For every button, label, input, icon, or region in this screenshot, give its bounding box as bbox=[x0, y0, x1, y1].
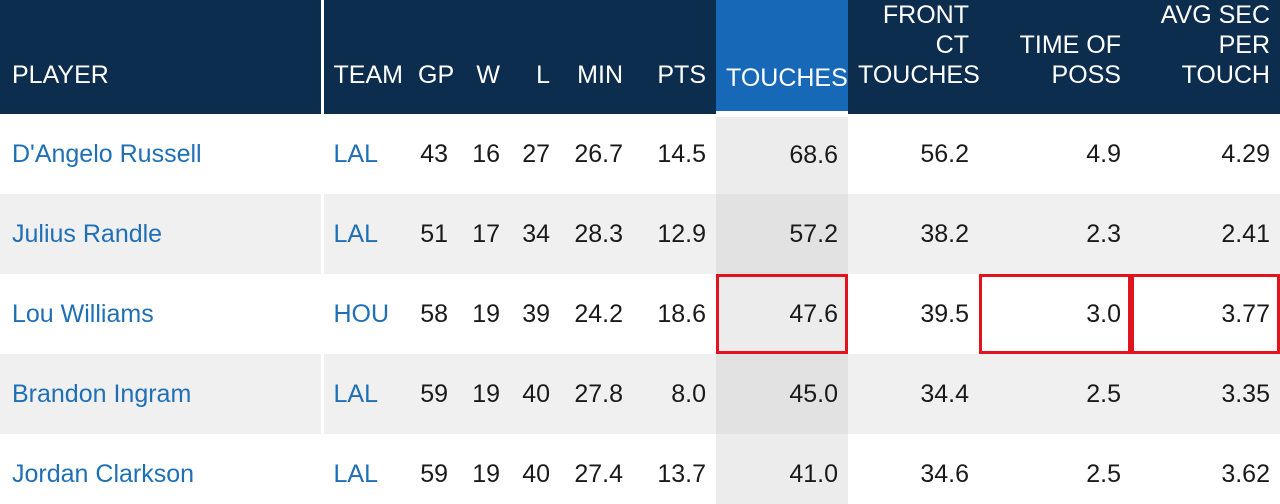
column-header-label: W bbox=[476, 61, 500, 89]
column-header-team[interactable]: TEAM bbox=[322, 0, 408, 114]
table-row: Jordan Clarkson LAL 59 19 40 27.4 13.7 4… bbox=[0, 434, 1280, 504]
column-header-label: GP bbox=[418, 61, 455, 89]
gp-cell: 43 bbox=[420, 139, 448, 168]
losses-cell: 27 bbox=[522, 139, 550, 168]
minutes-cell: 26.7 bbox=[574, 139, 623, 168]
points-cell: 8.0 bbox=[633, 354, 716, 434]
touches-cell: 45.0 bbox=[716, 354, 848, 434]
column-header-label: L bbox=[536, 61, 550, 89]
points-cell: 12.9 bbox=[633, 194, 716, 274]
time-of-poss-cell: 2.5 bbox=[1086, 459, 1121, 488]
touches-cell: 57.2 bbox=[716, 194, 848, 274]
table-row: D'Angelo Russell LAL 43 16 27 26.7 14.5 … bbox=[0, 114, 1280, 194]
team-cell: LAL bbox=[322, 114, 408, 194]
column-header-label: FRONT CT TOUCHES bbox=[858, 1, 980, 89]
column-header-w[interactable]: W bbox=[458, 0, 510, 114]
table-header: PLAYER TEAM GP W L MIN PTS TOUCHES FRONT… bbox=[0, 0, 1280, 117]
column-header-label: PTS bbox=[657, 61, 706, 89]
column-header-label: TEAM bbox=[333, 61, 403, 89]
team-link[interactable]: LAL bbox=[333, 379, 378, 408]
team-link[interactable]: LAL bbox=[333, 219, 378, 248]
table-body: D'Angelo Russell LAL 43 16 27 26.7 14.5 … bbox=[0, 114, 1280, 504]
team-cell: HOU bbox=[322, 274, 408, 354]
points-cell: 14.5 bbox=[657, 139, 706, 168]
time-of-poss-cell: 3.0 bbox=[979, 274, 1131, 354]
wins-cell: 19 bbox=[472, 299, 500, 328]
front-ct-touches-cell: 34.4 bbox=[848, 354, 979, 434]
team-cell: LAL bbox=[322, 354, 408, 434]
column-header-l[interactable]: L bbox=[510, 0, 560, 114]
column-header-label: TOUCHES bbox=[726, 64, 848, 92]
front-ct-touches-cell: 39.5 bbox=[920, 299, 969, 328]
column-header-time-of-poss[interactable]: TIME OF POSS bbox=[979, 0, 1131, 114]
column-header-player[interactable]: PLAYER bbox=[0, 0, 324, 114]
avg-sec-per-touch-cell: 3.62 bbox=[1221, 459, 1270, 488]
avg-sec-per-touch-cell: 4.29 bbox=[1221, 139, 1270, 168]
column-header-touches[interactable]: TOUCHES bbox=[716, 0, 848, 117]
column-header-min[interactable]: MIN bbox=[560, 0, 633, 114]
player-cell: Jordan Clarkson bbox=[0, 434, 324, 504]
gp-cell: 51 bbox=[408, 194, 458, 274]
column-header-label: AVG SEC PER TOUCH bbox=[1160, 1, 1270, 89]
team-cell: LAL bbox=[322, 434, 408, 504]
gp-cell: 59 bbox=[408, 354, 458, 434]
wins-cell: 19 bbox=[458, 354, 510, 434]
touches-cell: 47.6 bbox=[716, 274, 848, 354]
player-name-link[interactable]: D'Angelo Russell bbox=[12, 139, 202, 168]
minutes-cell: 24.2 bbox=[574, 299, 623, 328]
column-header-pts[interactable]: PTS bbox=[633, 0, 716, 114]
front-ct-touches-cell: 34.6 bbox=[920, 459, 969, 488]
points-cell: 18.6 bbox=[657, 299, 706, 328]
player-name-link[interactable]: Julius Randle bbox=[12, 219, 163, 248]
column-header-front-ct-touches[interactable]: FRONT CT TOUCHES bbox=[848, 0, 980, 114]
header-row: PLAYER TEAM GP W L MIN PTS TOUCHES FRONT… bbox=[0, 0, 1280, 117]
avg-sec-per-touch-cell: 2.41 bbox=[1131, 194, 1280, 274]
player-name-link[interactable]: Jordan Clarkson bbox=[12, 459, 195, 488]
minutes-cell: 27.8 bbox=[560, 354, 633, 434]
gp-cell: 58 bbox=[420, 299, 448, 328]
column-header-avg-sec-per-touch[interactable]: AVG SEC PER TOUCH bbox=[1131, 0, 1280, 114]
column-header-gp[interactable]: GP bbox=[408, 0, 458, 114]
avg-sec-per-touch-cell: 3.77 bbox=[1131, 274, 1280, 354]
time-of-poss-cell: 2.3 bbox=[979, 194, 1131, 274]
team-link[interactable]: LAL bbox=[333, 459, 378, 488]
front-ct-touches-cell: 56.2 bbox=[920, 139, 969, 168]
table-row: Lou Williams HOU 58 19 39 24.2 18.6 47.6… bbox=[0, 274, 1280, 354]
player-name-link[interactable]: Brandon Ingram bbox=[12, 379, 192, 408]
points-cell: 13.7 bbox=[657, 459, 706, 488]
player-cell: Brandon Ingram bbox=[0, 354, 324, 434]
losses-cell: 34 bbox=[510, 194, 560, 274]
table-row: Brandon Ingram LAL 59 19 40 27.8 8.0 45.… bbox=[0, 354, 1280, 434]
time-of-poss-cell: 4.9 bbox=[1086, 139, 1121, 168]
column-header-label: TIME OF POSS bbox=[1019, 31, 1121, 89]
time-of-poss-cell: 2.5 bbox=[979, 354, 1131, 434]
column-header-label: MIN bbox=[577, 61, 623, 89]
avg-sec-per-touch-cell: 3.35 bbox=[1131, 354, 1280, 434]
touches-cell: 68.6 bbox=[716, 114, 848, 194]
team-link[interactable]: LAL bbox=[333, 139, 378, 168]
column-header-label: PLAYER bbox=[12, 61, 109, 89]
wins-cell: 19 bbox=[472, 459, 500, 488]
player-cell: D'Angelo Russell bbox=[0, 114, 324, 194]
player-cell: Lou Williams bbox=[0, 274, 324, 354]
minutes-cell: 27.4 bbox=[574, 459, 623, 488]
team-cell: LAL bbox=[322, 194, 408, 274]
player-name-link[interactable]: Lou Williams bbox=[12, 299, 154, 328]
table-row: Julius Randle LAL 51 17 34 28.3 12.9 57.… bbox=[0, 194, 1280, 274]
losses-cell: 39 bbox=[522, 299, 550, 328]
wins-cell: 17 bbox=[458, 194, 510, 274]
minutes-cell: 28.3 bbox=[560, 194, 633, 274]
wins-cell: 16 bbox=[472, 139, 500, 168]
losses-cell: 40 bbox=[522, 459, 550, 488]
gp-cell: 59 bbox=[420, 459, 448, 488]
losses-cell: 40 bbox=[510, 354, 560, 434]
player-cell: Julius Randle bbox=[0, 194, 324, 274]
touches-cell: 41.0 bbox=[716, 434, 848, 504]
front-ct-touches-cell: 38.2 bbox=[848, 194, 979, 274]
team-link[interactable]: HOU bbox=[333, 299, 390, 328]
